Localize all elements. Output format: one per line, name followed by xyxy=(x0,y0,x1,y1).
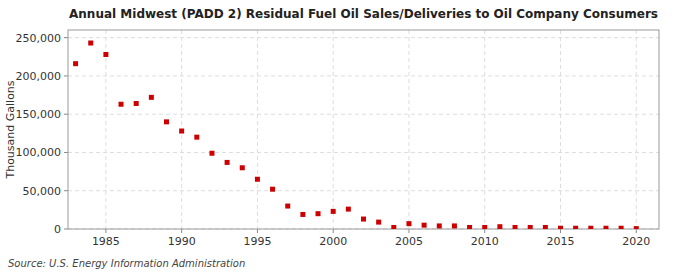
x-tick-label: 1995 xyxy=(243,235,271,248)
point xyxy=(452,223,457,228)
x-tick-label: 2005 xyxy=(395,235,423,248)
point xyxy=(573,226,578,229)
point xyxy=(316,211,321,216)
x-tick xyxy=(560,229,561,233)
x-grid-line xyxy=(105,30,106,229)
x-tick-label: 1990 xyxy=(168,235,196,248)
x-tick xyxy=(333,229,334,233)
point xyxy=(558,226,563,229)
y-tick-label: 150,000 xyxy=(16,108,62,121)
x-grid-line xyxy=(484,30,485,229)
point xyxy=(346,207,351,212)
y-tick xyxy=(64,75,68,76)
point xyxy=(361,217,366,222)
point xyxy=(225,160,230,165)
point xyxy=(437,223,442,228)
x-grid-line xyxy=(560,30,561,229)
point xyxy=(270,187,275,192)
point xyxy=(376,220,381,225)
point xyxy=(73,61,78,66)
x-tick xyxy=(181,229,182,233)
y-grid-line xyxy=(68,37,659,38)
x-grid-line xyxy=(636,30,637,229)
x-grid-line xyxy=(333,30,334,229)
x-grid-line xyxy=(257,30,258,229)
y-grid-line xyxy=(68,152,659,153)
grid xyxy=(68,30,659,229)
point xyxy=(422,223,427,228)
y-tick-label: 200,000 xyxy=(16,70,62,83)
point xyxy=(194,135,199,140)
point xyxy=(164,119,169,124)
point xyxy=(88,41,93,46)
y-grid-line xyxy=(68,190,659,191)
title: Annual Midwest (PADD 2) Residual Fuel Oi… xyxy=(69,7,658,21)
point xyxy=(497,224,502,229)
point xyxy=(588,226,593,229)
x-tick xyxy=(257,229,258,233)
point xyxy=(103,52,108,57)
y-tick-label: 250,000 xyxy=(16,32,62,45)
y-tick xyxy=(64,37,68,38)
x-tick-label: 2010 xyxy=(471,235,499,248)
point xyxy=(255,177,260,182)
x-tick xyxy=(636,229,637,233)
point xyxy=(149,95,154,100)
y-tick-label: 0 xyxy=(54,223,61,236)
x-grid-line xyxy=(408,30,409,229)
y-axis-label: Thousand Gallons xyxy=(4,80,17,179)
plot-frame xyxy=(68,30,659,229)
point xyxy=(240,165,245,170)
point xyxy=(119,102,124,107)
point xyxy=(482,225,487,229)
point xyxy=(467,225,472,229)
x-tick-label: 1985 xyxy=(92,235,120,248)
point xyxy=(179,129,184,134)
point xyxy=(331,209,336,214)
chart: 0 50,000 100,000 150,000 200,000 250,000 1985 1… xyxy=(0,0,675,275)
point xyxy=(285,204,290,209)
x-tick-label: 2000 xyxy=(319,235,347,248)
points xyxy=(73,41,639,229)
point xyxy=(134,101,139,106)
point xyxy=(406,221,411,226)
point xyxy=(513,225,518,229)
y-tick-label: 100,000 xyxy=(16,146,62,159)
point xyxy=(300,212,305,217)
x-tick-label: 2020 xyxy=(622,235,650,248)
point xyxy=(543,225,548,229)
point xyxy=(634,226,639,229)
point xyxy=(391,225,396,229)
y-tick xyxy=(64,152,68,153)
y-grid-line xyxy=(68,114,659,115)
y-tick xyxy=(64,229,68,230)
point xyxy=(209,151,214,156)
x-tick xyxy=(484,229,485,233)
source-note: Source: U.S. Energy Information Administ… xyxy=(8,258,245,269)
y-tick xyxy=(64,114,68,115)
y-tick-label: 50,000 xyxy=(23,185,62,198)
point xyxy=(603,226,608,229)
point xyxy=(619,226,624,229)
y-grid-line xyxy=(68,75,659,76)
point xyxy=(528,225,533,229)
x-tick xyxy=(408,229,409,233)
x-tick-label: 2015 xyxy=(547,235,575,248)
x-tick xyxy=(105,229,106,233)
y-tick xyxy=(64,190,68,191)
